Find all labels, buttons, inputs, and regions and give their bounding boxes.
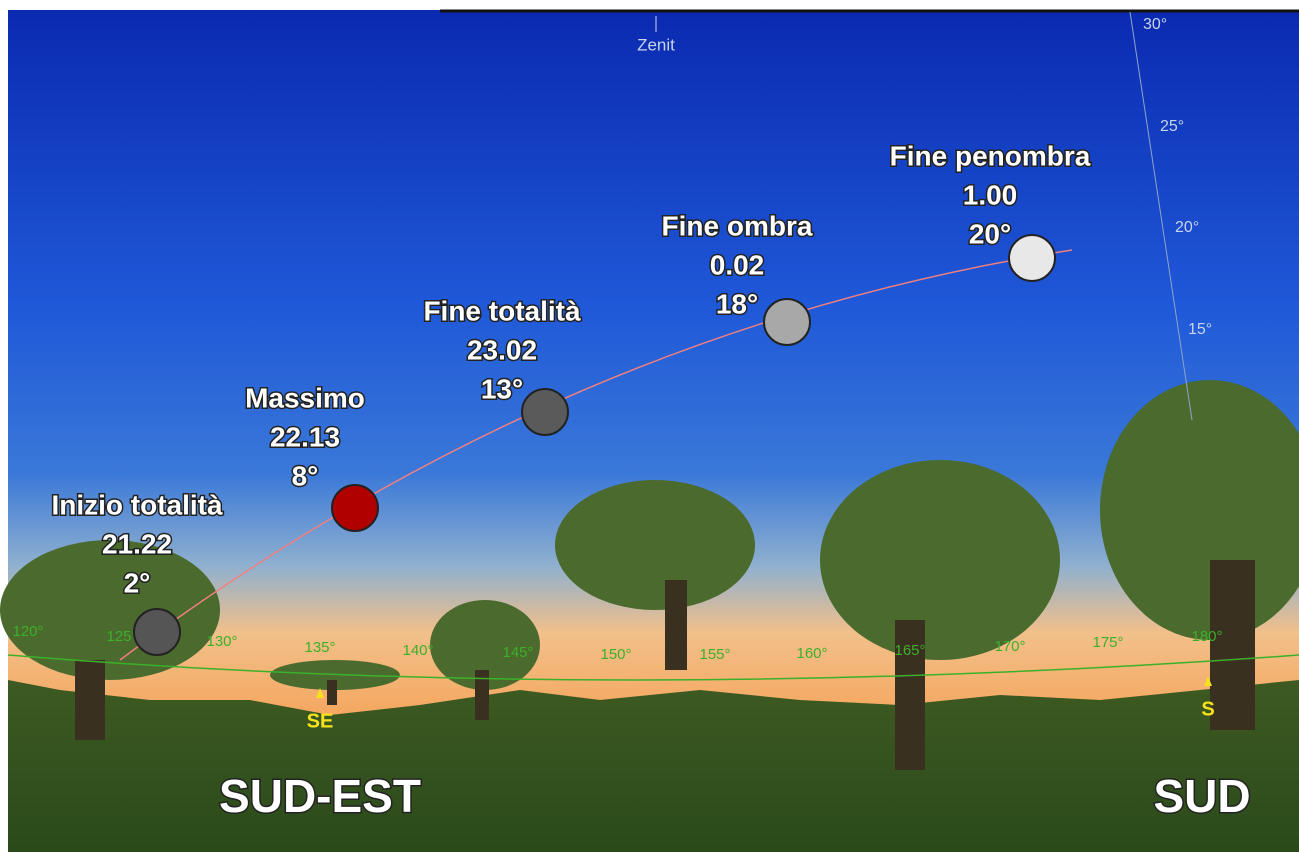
azimuth-label: 140° — [402, 642, 433, 659]
event-name: Massimo — [245, 382, 365, 413]
azimuth-label: 170° — [994, 638, 1025, 655]
altitude-label: 20° — [1175, 219, 1199, 236]
azimuth-label: 165° — [894, 642, 925, 659]
event-name: Fine ombra — [662, 210, 813, 241]
zenith-label: Zenit — [637, 35, 675, 54]
marker-label: S — [1201, 698, 1214, 720]
ground — [8, 680, 1299, 852]
azimuth-label: 120° — [12, 623, 43, 640]
direction-label: SUD-EST — [219, 770, 421, 822]
moon — [764, 299, 810, 345]
event-time: 1.00 — [963, 179, 1018, 210]
azimuth-label: 175° — [1092, 634, 1123, 651]
event-altitude: 2° — [124, 567, 151, 598]
azimuth-label: 145° — [502, 644, 533, 661]
altitude-label: 30° — [1143, 16, 1167, 33]
azimuth-label: 160° — [796, 645, 827, 662]
event-time: 0.02 — [710, 249, 765, 280]
event-name: Fine totalità — [423, 295, 581, 326]
azimuth-label: 130° — [206, 633, 237, 650]
azimuth-label: 125° — [106, 628, 137, 645]
azimuth-label: 155° — [699, 646, 730, 663]
azimuth-label: 135° — [304, 639, 335, 656]
altitude-label: 25° — [1160, 118, 1184, 135]
event-time: 23.02 — [467, 334, 537, 365]
sky-view: Zenit 30° 25° 20° 15° 120° 125° 130° 135° 140° 14… — [0, 0, 1299, 852]
event-altitude: 18° — [716, 288, 758, 319]
moon — [134, 609, 180, 655]
direction-label: SUD — [1153, 770, 1250, 822]
event-altitude: 20° — [969, 218, 1011, 249]
moon — [522, 389, 568, 435]
altitude-label: 15° — [1188, 321, 1212, 338]
azimuth-label: 150° — [600, 646, 631, 663]
event-time: 22.13 — [270, 421, 340, 452]
event-name: Inizio totalità — [51, 489, 223, 520]
marker-label: SE — [307, 710, 334, 732]
event-name: Fine penombra — [890, 140, 1091, 171]
moon — [332, 485, 378, 531]
event-altitude: 13° — [481, 373, 523, 404]
event-altitude: 8° — [292, 460, 319, 491]
moon — [1009, 235, 1055, 281]
event-time: 21.22 — [102, 528, 172, 559]
azimuth-label: 180° — [1191, 628, 1222, 645]
